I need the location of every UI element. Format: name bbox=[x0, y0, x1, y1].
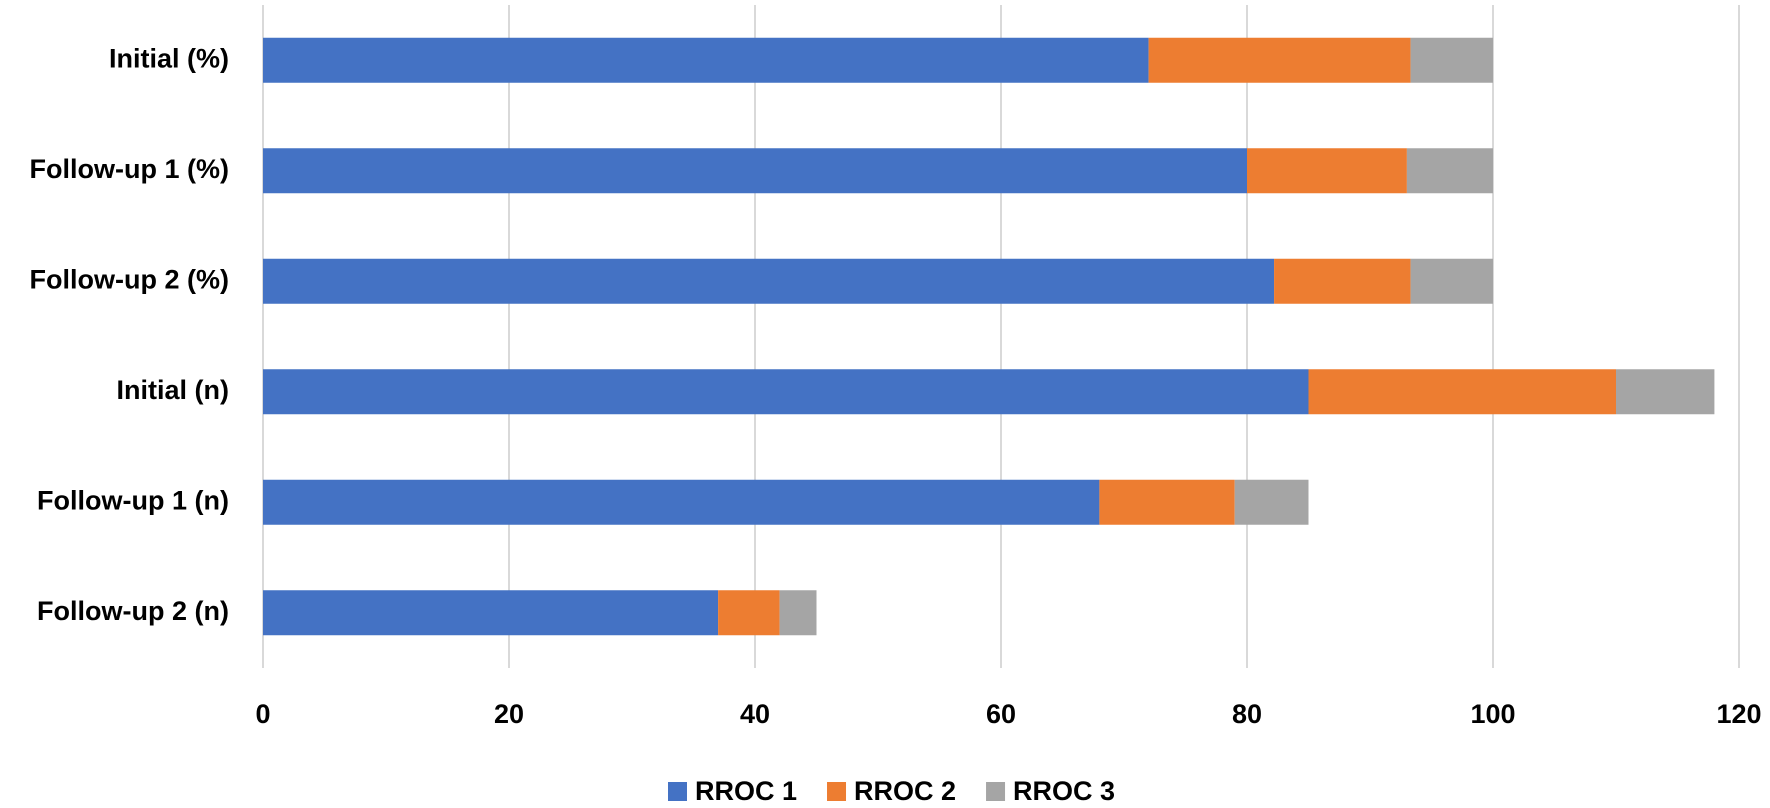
bar-segment bbox=[263, 590, 719, 636]
bar-segment bbox=[263, 369, 1309, 415]
bar-segment bbox=[1247, 148, 1407, 194]
bar-segment bbox=[1406, 148, 1493, 194]
x-tick-label: 0 bbox=[255, 699, 270, 729]
x-tick-label: 20 bbox=[494, 699, 524, 729]
x-tick-label: 60 bbox=[986, 699, 1016, 729]
y-tick-label: Initial (n) bbox=[117, 375, 229, 405]
bar-segment bbox=[1234, 479, 1309, 525]
bar-segment bbox=[1148, 37, 1411, 83]
x-tick-label: 120 bbox=[1716, 699, 1761, 729]
x-tick-label: 80 bbox=[1232, 699, 1262, 729]
bar-segment bbox=[263, 479, 1100, 525]
bar-segment bbox=[263, 148, 1247, 194]
legend-label: RROC 3 bbox=[1013, 776, 1115, 806]
legend-label: RROC 1 bbox=[695, 776, 797, 806]
bar-segment bbox=[263, 258, 1275, 304]
y-tick-label: Initial (%) bbox=[109, 43, 229, 73]
x-tick-label: 40 bbox=[740, 699, 770, 729]
bar-segment bbox=[1274, 258, 1411, 304]
bar-segment bbox=[1308, 369, 1616, 415]
bar-segment bbox=[779, 590, 817, 636]
bar-segment bbox=[1410, 258, 1493, 304]
bar-segment bbox=[1410, 37, 1493, 83]
legend-swatch bbox=[827, 782, 847, 801]
legend-label: RROC 2 bbox=[854, 776, 956, 806]
legend-swatch bbox=[986, 782, 1006, 801]
bar-segment bbox=[263, 37, 1149, 83]
y-tick-label: Follow-up 2 (%) bbox=[30, 264, 229, 294]
x-tick-label: 100 bbox=[1470, 699, 1515, 729]
y-tick-label: Follow-up 2 (n) bbox=[37, 596, 229, 626]
y-tick-label: Follow-up 1 (%) bbox=[30, 154, 229, 184]
bar-segment bbox=[1616, 369, 1715, 415]
bar-segment bbox=[718, 590, 780, 636]
bar-segment bbox=[1099, 479, 1235, 525]
y-tick-label: Follow-up 1 (n) bbox=[37, 485, 229, 515]
legend-swatch bbox=[668, 782, 687, 801]
